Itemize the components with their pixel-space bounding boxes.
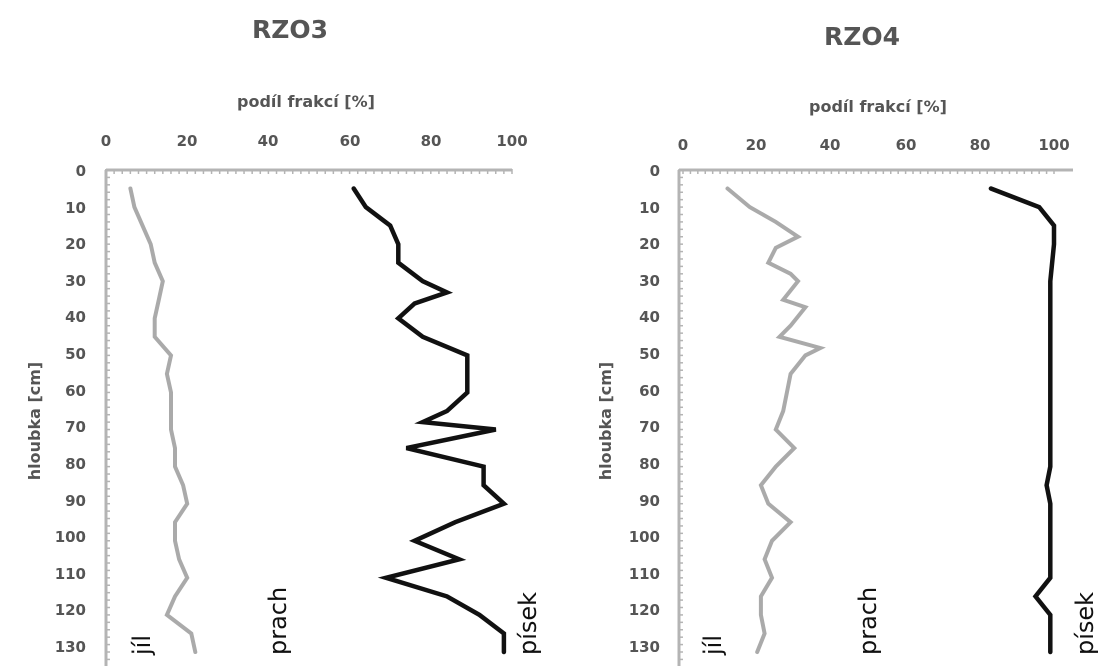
chart-rzo4-y-tick-label: 110 bbox=[629, 565, 660, 583]
chart-rzo3-y-tick-label: 100 bbox=[55, 528, 86, 546]
chart-rzo4-x-tick-label: 100 bbox=[1038, 136, 1069, 154]
chart-rzo4-y-tick-label: 70 bbox=[639, 418, 660, 436]
chart-rzo3-x-tick-label: 0 bbox=[101, 132, 111, 150]
chart-rzo4: RZO4 podíl frakcí [%] hloubka [cm] 0 20 … bbox=[596, 22, 1098, 666]
chart-rzo4-x-axis-title: podíl frakcí [%] bbox=[809, 97, 947, 116]
chart-rzo4-series-line-1 bbox=[725, 186, 826, 654]
chart-rzo4-y-tick-label: 30 bbox=[639, 272, 660, 290]
chart-rzo3-annotations: jíl prach písek bbox=[128, 587, 542, 656]
chart-rzo3-y-tick-label: 80 bbox=[65, 455, 86, 473]
chart-rzo3-y-tick-label: 130 bbox=[55, 638, 86, 656]
chart-rzo4-x-axis: 0 20 40 60 80 100 bbox=[678, 136, 1073, 174]
chart-rzo3-y-tick-label: 50 bbox=[65, 345, 86, 363]
chart-rzo3-x-tick-label: 100 bbox=[496, 132, 527, 150]
chart-rzo3-x-tick-label: 60 bbox=[340, 132, 361, 150]
chart-rzo3-series-line-1 bbox=[128, 186, 198, 654]
chart-rzo4-y-tick-label: 40 bbox=[639, 308, 660, 326]
chart-rzo4-x-tick-label: 0 bbox=[678, 136, 688, 154]
chart-rzo4-y-tick-label: 0 bbox=[650, 162, 660, 180]
chart-rzo3-y-tick-label: 110 bbox=[55, 565, 86, 583]
chart-rzo3-y-tick-label: 60 bbox=[65, 382, 86, 400]
chart-rzo3-annotation-prach: prach bbox=[264, 587, 292, 655]
chart-rzo3-y-tick-label: 0 bbox=[76, 162, 86, 180]
chart-rzo3-y-tick-label: 40 bbox=[65, 308, 86, 326]
chart-rzo4-x-tick-label: 20 bbox=[746, 136, 767, 154]
chart-rzo3-y-tick-label: 30 bbox=[65, 272, 86, 290]
chart-rzo4-annotations: jíl prach písek bbox=[699, 587, 1098, 656]
chart-rzo4-title: RZO4 bbox=[824, 22, 900, 51]
chart-rzo3-y-tick-label: 20 bbox=[65, 235, 86, 253]
chart-rzo3-series-line-2 bbox=[351, 186, 509, 655]
chart-rzo4-x-tick-label: 40 bbox=[820, 136, 841, 154]
chart-rzo4-y-tick-label: 80 bbox=[639, 455, 660, 473]
chart-rzo4-x-tick-label: 80 bbox=[970, 136, 991, 154]
chart-rzo4-y-tick-label: 90 bbox=[639, 492, 660, 510]
chart-rzo3-x-tick-label: 80 bbox=[421, 132, 442, 150]
chart-rzo3-y-tick-label: 10 bbox=[65, 199, 86, 217]
chart-rzo4-series-line-2 bbox=[988, 186, 1057, 655]
chart-rzo3-x-axis: 0 20 40 60 80 100 bbox=[101, 132, 528, 174]
chart-rzo3-x-tick-label: 40 bbox=[258, 132, 279, 150]
chart-rzo4-y-axis: 0 10 20 30 40 50 60 70 80 90 100 110 120… bbox=[629, 162, 683, 666]
chart-rzo3-title: RZO3 bbox=[252, 15, 328, 44]
chart-rzo4-x-tick-label: 60 bbox=[896, 136, 917, 154]
chart-rzo4-y-tick-label: 120 bbox=[629, 601, 660, 619]
chart-rzo4-y-tick-label: 10 bbox=[639, 199, 660, 217]
chart-rzo3: RZO3 podíl frakcí [%] hloubka [cm] 0 20 … bbox=[25, 15, 542, 666]
chart-rzo4-y-tick-label: 20 bbox=[639, 235, 660, 253]
chart-rzo3-x-axis-title: podíl frakcí [%] bbox=[237, 92, 375, 111]
chart-rzo3-y-axis: 0 10 20 30 40 50 60 70 80 90 100 110 120… bbox=[55, 162, 110, 666]
chart-rzo4-y-tick-label: 130 bbox=[629, 638, 660, 656]
chart-rzo4-annotation-prach: prach bbox=[854, 587, 882, 655]
chart-rzo4-y-axis-title: hloubka [cm] bbox=[596, 362, 615, 481]
chart-rzo3-y-axis-title: hloubka [cm] bbox=[25, 362, 44, 481]
chart-rzo3-annotation-jil: jíl bbox=[128, 635, 156, 656]
chart-rzo4-y-tick-label: 50 bbox=[639, 345, 660, 363]
chart-rzo4-y-tick-label: 100 bbox=[629, 528, 660, 546]
chart-rzo4-annotation-jil: jíl bbox=[699, 635, 727, 656]
chart-rzo3-x-tick-label: 20 bbox=[177, 132, 198, 150]
chart-rzo3-y-tick-label: 70 bbox=[65, 418, 86, 436]
chart-rzo4-y-tick-label: 60 bbox=[639, 382, 660, 400]
chart-rzo3-annotation-pisek: písek bbox=[514, 592, 542, 655]
chart-rzo4-annotation-pisek: písek bbox=[1071, 592, 1098, 655]
chart-rzo3-y-tick-label: 90 bbox=[65, 492, 86, 510]
chart-rzo3-y-tick-label: 120 bbox=[55, 601, 86, 619]
